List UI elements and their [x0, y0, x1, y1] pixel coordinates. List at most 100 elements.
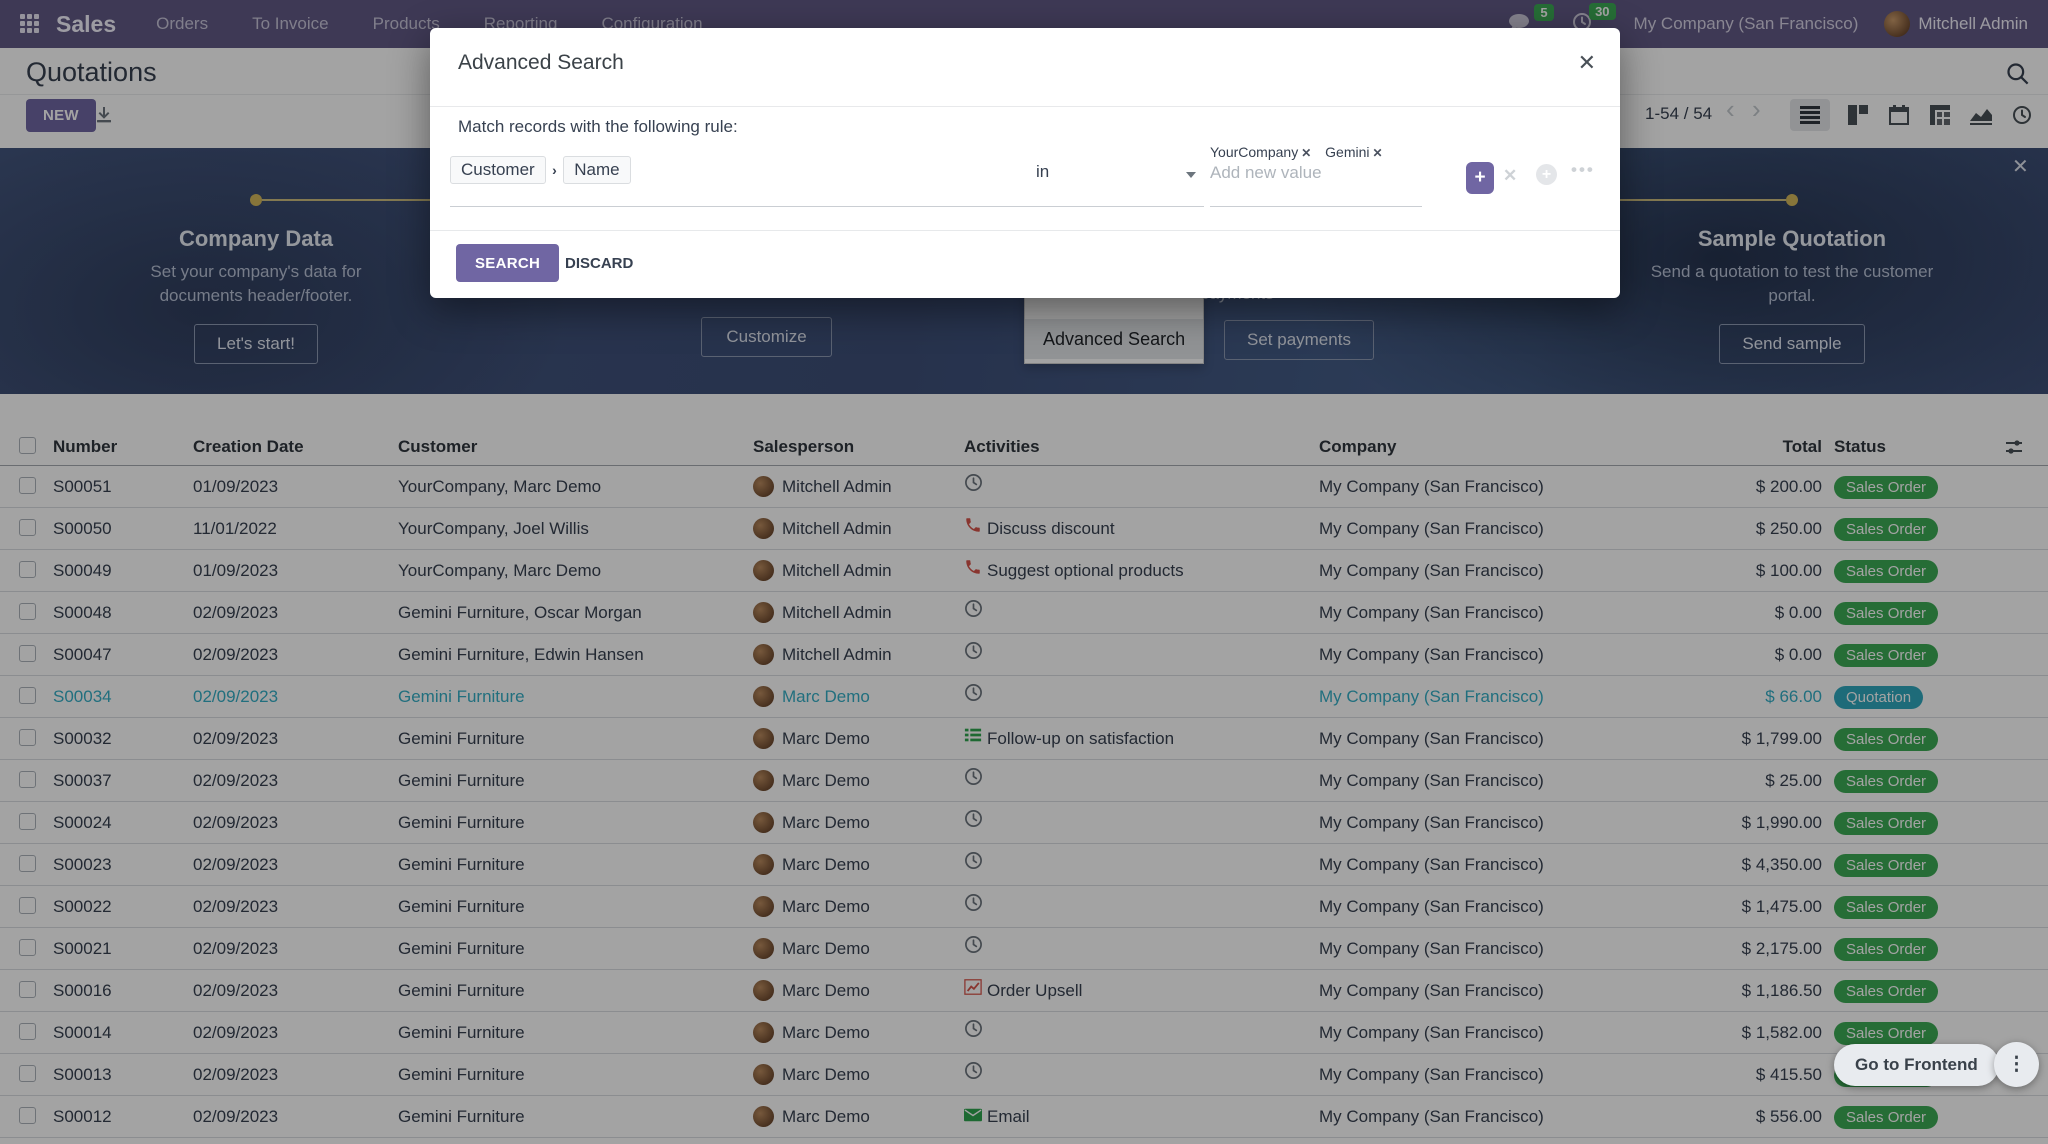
- banner-close-icon[interactable]: ✕: [2012, 156, 2029, 178]
- modal-close-icon[interactable]: ✕: [1577, 50, 1596, 75]
- pager-previous-icon[interactable]: ‹: [1726, 94, 1735, 124]
- value-input-area[interactable]: YourCompany ✕ Gemini ✕ Add new value: [1210, 144, 1422, 207]
- activity-icon[interactable]: [964, 676, 983, 717]
- row-checkbox[interactable]: [19, 1023, 36, 1040]
- header-number[interactable]: Number: [53, 437, 118, 456]
- row-checkbox[interactable]: [19, 1065, 36, 1082]
- pager-next-icon[interactable]: ›: [1752, 94, 1761, 124]
- lets-start-button[interactable]: Let's start!: [194, 324, 318, 364]
- header-creation-date[interactable]: Creation Date: [193, 437, 304, 456]
- activity-icon[interactable]: [964, 1096, 982, 1137]
- add-rule-icon[interactable]: +: [1536, 164, 1557, 185]
- row-checkbox[interactable]: [19, 561, 36, 578]
- table-row[interactable]: S00034 02/09/2023 Gemini Furniture Marc Dem…: [0, 676, 2048, 718]
- apps-grid-icon[interactable]: [20, 14, 40, 34]
- graph-view-button[interactable]: [1968, 102, 1994, 128]
- row-checkbox[interactable]: [19, 729, 36, 746]
- calendar-view-button[interactable]: [1886, 102, 1912, 128]
- header-activities[interactable]: Activities: [964, 437, 1040, 456]
- pivot-view-button[interactable]: [1927, 102, 1953, 128]
- rule-more-options-icon[interactable]: •••: [1571, 160, 1595, 179]
- customize-button[interactable]: Customize: [701, 317, 832, 357]
- add-value-button[interactable]: +: [1466, 162, 1494, 194]
- table-row[interactable]: S00051 01/09/2023 YourCompany, Marc Demo Mi…: [0, 466, 2048, 508]
- activity-icon[interactable]: [964, 802, 983, 843]
- row-checkbox[interactable]: [19, 687, 36, 704]
- row-checkbox[interactable]: [19, 603, 36, 620]
- table-row[interactable]: S00050 11/01/2022 YourCompany, Joel Willis…: [0, 508, 2048, 550]
- menu-products[interactable]: Products: [372, 14, 440, 33]
- table-row[interactable]: S00032 02/09/2023 Gemini Furniture Marc Dem…: [0, 718, 2048, 760]
- table-row[interactable]: S00023 02/09/2023 Gemini Furniture Marc Dem…: [0, 844, 2048, 886]
- activity-icon[interactable]: [964, 466, 983, 507]
- activity-icon[interactable]: [964, 886, 983, 927]
- row-checkbox[interactable]: [19, 855, 36, 872]
- activity-icon[interactable]: [964, 844, 983, 885]
- row-checkbox[interactable]: [19, 897, 36, 914]
- table-row[interactable]: S00021 02/09/2023 Gemini Furniture Marc Dem…: [0, 928, 2048, 970]
- activity-icon[interactable]: [964, 760, 983, 801]
- table-row[interactable]: S00014 02/09/2023 Gemini Furniture Marc Dem…: [0, 1012, 2048, 1054]
- row-checkbox[interactable]: [19, 813, 36, 830]
- table-row[interactable]: S00049 01/09/2023 YourCompany, Marc Demo Mi…: [0, 550, 2048, 592]
- row-checkbox[interactable]: [19, 939, 36, 956]
- user-menu[interactable]: Mitchell Admin: [1884, 11, 2028, 37]
- activity-icon[interactable]: [964, 1012, 983, 1053]
- kanban-view-button[interactable]: [1845, 102, 1871, 128]
- row-checkbox[interactable]: [19, 771, 36, 788]
- header-customer[interactable]: Customer: [398, 437, 478, 456]
- activity-icon[interactable]: [964, 550, 982, 591]
- company-switcher[interactable]: My Company (San Francisco): [1633, 14, 1859, 33]
- messages-icon[interactable]: 5: [1508, 3, 1554, 36]
- activity-view-button[interactable]: [2009, 102, 2035, 128]
- search-button[interactable]: SEARCH: [456, 244, 560, 282]
- header-total[interactable]: Total: [1782, 437, 1822, 456]
- activity-icon[interactable]: [964, 634, 983, 675]
- optional-columns-icon[interactable]: [2004, 428, 2034, 465]
- row-checkbox[interactable]: [19, 645, 36, 662]
- field-selector[interactable]: Customer › Name: [450, 150, 1022, 207]
- value-input-placeholder[interactable]: Add new value: [1210, 163, 1322, 182]
- row-checkbox[interactable]: [19, 477, 36, 494]
- remove-tag-icon[interactable]: ✕: [1301, 146, 1312, 160]
- table-row[interactable]: S00012 02/09/2023 Gemini Furniture Marc Dem…: [0, 1096, 2048, 1138]
- menu-orders[interactable]: Orders: [156, 14, 209, 33]
- field-chip-name[interactable]: Name: [563, 156, 631, 184]
- activity-icon[interactable]: [964, 1054, 983, 1095]
- search-icon[interactable]: [2004, 60, 2031, 92]
- row-checkbox[interactable]: [19, 981, 36, 998]
- field-chip-customer[interactable]: Customer: [450, 156, 546, 184]
- menu-to-invoice[interactable]: To Invoice: [252, 14, 329, 33]
- header-status[interactable]: Status: [1834, 437, 1886, 456]
- activity-icon[interactable]: [964, 718, 982, 759]
- discard-button[interactable]: DISCARD: [555, 244, 643, 282]
- row-checkbox[interactable]: [19, 1107, 36, 1124]
- advanced-search-menu-item[interactable]: Advanced Search: [1025, 319, 1203, 359]
- remove-tag-icon[interactable]: ✕: [1372, 146, 1383, 160]
- activity-icon[interactable]: [964, 508, 982, 549]
- table-row[interactable]: [0, 1138, 2048, 1144]
- header-salesperson[interactable]: Salesperson: [753, 437, 855, 456]
- go-to-frontend-button[interactable]: Go to Frontend: [1834, 1044, 1999, 1086]
- select-all-checkbox[interactable]: [19, 437, 36, 454]
- activity-icon[interactable]: [964, 928, 983, 969]
- activity-icon[interactable]: [964, 592, 983, 633]
- set-payments-button[interactable]: Set payments: [1224, 320, 1374, 360]
- activity-icon[interactable]: [964, 970, 982, 1011]
- table-row[interactable]: S00016 02/09/2023 Gemini Furniture Marc Dem…: [0, 970, 2048, 1012]
- app-brand[interactable]: Sales: [56, 10, 117, 37]
- header-company[interactable]: Company: [1319, 437, 1397, 456]
- table-row[interactable]: S00024 02/09/2023 Gemini Furniture Marc Dem…: [0, 802, 2048, 844]
- download-icon[interactable]: [94, 105, 114, 130]
- row-checkbox[interactable]: [19, 519, 36, 536]
- delete-rule-icon[interactable]: ✕: [1503, 166, 1518, 185]
- table-row[interactable]: S00047 02/09/2023 Gemini Furniture, Edwin …: [0, 634, 2048, 676]
- new-button[interactable]: NEW: [26, 99, 96, 132]
- table-row[interactable]: S00022 02/09/2023 Gemini Furniture Marc Dem…: [0, 886, 2048, 928]
- table-row[interactable]: S00048 02/09/2023 Gemini Furniture, Oscar …: [0, 592, 2048, 634]
- list-view-button[interactable]: [1790, 99, 1830, 131]
- send-sample-button[interactable]: Send sample: [1719, 324, 1865, 364]
- table-row[interactable]: S00037 02/09/2023 Gemini Furniture Marc Dem…: [0, 760, 2048, 802]
- operator-select[interactable]: in: [1022, 150, 1204, 207]
- frontend-kebab-button[interactable]: ⋮: [1994, 1042, 2039, 1087]
